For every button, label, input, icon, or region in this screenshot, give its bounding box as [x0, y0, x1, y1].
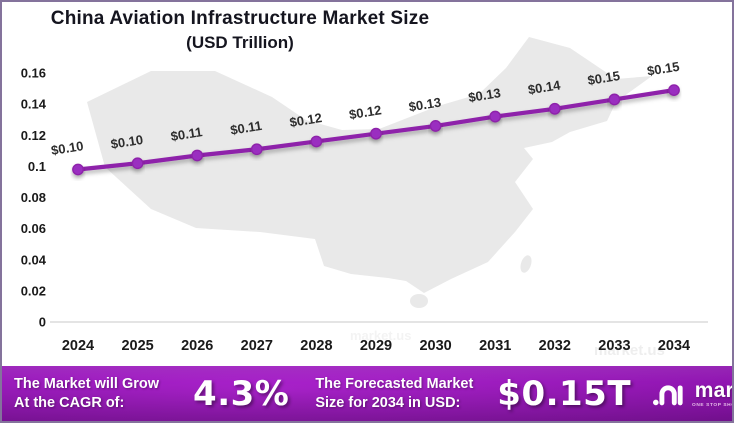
forecast-value: $0.15T — [497, 373, 632, 414]
data-point-label: $0.15 — [646, 59, 680, 79]
brand-logo[interactable]: market.us ONE STOP SHOP FOR THE REPORTS — [651, 378, 734, 409]
brand-name: market.us — [694, 378, 734, 402]
data-point-label: $0.13 — [467, 85, 501, 105]
brand-tagline: ONE STOP SHOP FOR THE REPORTS — [692, 402, 732, 408]
y-tick-label: 0.16 — [21, 66, 46, 81]
line-chart: 0 0.02 0.04 0.06 0.08 0.1 0.12 0.14 0.16 2024 2025… — [21, 37, 708, 354]
marketus-logo-icon — [653, 384, 683, 405]
data-point-marker[interactable] — [191, 149, 204, 162]
data-point-marker[interactable] — [548, 102, 561, 115]
y-tick-label: 0.08 — [21, 190, 46, 205]
x-tick-label: 2033 — [598, 338, 630, 354]
data-point-label: $0.11 — [229, 118, 263, 138]
y-tick-label: 0.12 — [21, 128, 46, 143]
data-point-label: $0.14 — [527, 77, 562, 97]
data-point-marker[interactable] — [668, 84, 680, 97]
y-tick-label: 0.14 — [21, 97, 47, 112]
x-tick-label: 2032 — [539, 338, 571, 354]
y-tick-label: 0 — [39, 315, 46, 330]
data-point-marker[interactable] — [429, 120, 442, 132]
cagr-value: 4.3% — [193, 373, 290, 414]
x-tick-label: 2027 — [241, 338, 273, 354]
data-point-marker[interactable] — [489, 110, 502, 123]
x-tick-label: 2024 — [62, 338, 94, 354]
x-tick-label: 2026 — [181, 338, 213, 354]
x-tick-label: 2025 — [121, 338, 153, 354]
data-point-marker[interactable] — [310, 135, 323, 148]
data-point-label: $0.15 — [586, 68, 620, 88]
chart-area: 0 0.02 0.04 0.06 0.08 0.1 0.12 0.14 0.16 2024 2025… — [2, 2, 732, 368]
data-point-label: $0.12 — [288, 110, 322, 130]
data-point-label: $0.12 — [348, 102, 382, 122]
x-tick-label: 2029 — [360, 338, 392, 354]
data-point-marker[interactable] — [72, 163, 84, 176]
data-point-marker[interactable] — [608, 93, 621, 106]
data-point-marker[interactable] — [370, 127, 382, 140]
y-tick-label: 0.06 — [21, 221, 46, 236]
data-point-label: $0.10 — [50, 138, 84, 158]
data-point-label: $0.10 — [110, 132, 144, 152]
forecast-label: The Forecasted Market Size for 2034 in U… — [315, 375, 474, 411]
brand-text: market.us ONE STOP SHOP FOR THE REPORTS — [692, 378, 734, 408]
data-point-label: $0.11 — [170, 124, 204, 144]
y-tick-label: 0.04 — [21, 252, 47, 267]
data-point-marker[interactable] — [131, 157, 144, 170]
y-tick-label: 0.02 — [21, 283, 46, 298]
data-point-marker[interactable] — [250, 143, 263, 156]
footer-banner: The Market will Grow At the CAGR of: 4.3… — [2, 366, 732, 421]
data-point-label: $0.13 — [408, 95, 442, 115]
x-tick-label: 2028 — [300, 338, 332, 354]
y-tick-label: 0.1 — [28, 159, 46, 174]
cagr-label: The Market will Grow At the CAGR of: — [14, 375, 160, 411]
x-tick-label: 2031 — [479, 338, 511, 354]
china-map-watermark — [87, 37, 652, 308]
x-tick-label: 2030 — [419, 338, 451, 354]
x-tick-label: 2034 — [658, 338, 690, 354]
